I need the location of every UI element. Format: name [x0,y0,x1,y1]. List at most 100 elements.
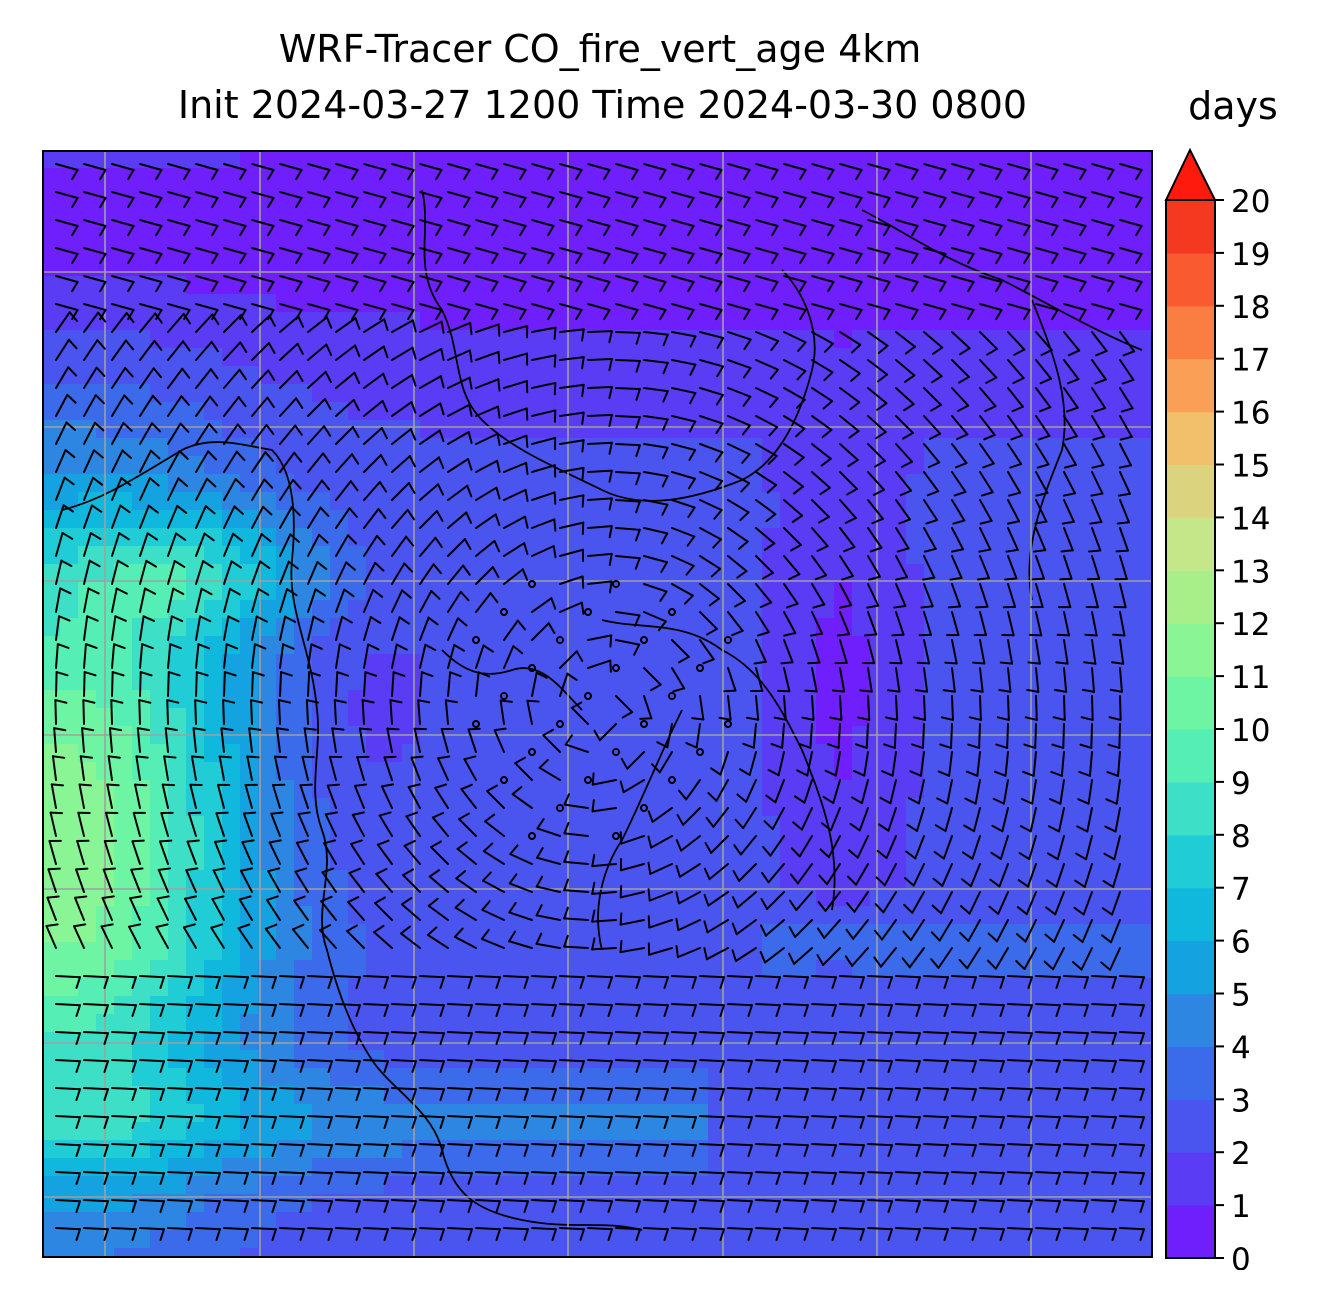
wind-barb [643,695,653,720]
wind-barb [1063,387,1079,409]
wind-barb-feather [405,811,419,818]
wind-barb [1083,863,1093,888]
wind-barb [419,1115,445,1119]
wind-barb-feather [859,689,873,693]
colorbar-band [1166,834,1215,889]
wind-barb [706,919,729,934]
colorbar-tick-label: 17 [1231,343,1270,379]
wind-barb-feather [411,1144,417,1158]
wind-barb-feather [523,1088,529,1102]
wind-barb-feather [203,532,215,542]
wind-barb-feather [635,1172,641,1186]
wind-barb-feather [177,477,189,487]
wind-barb-feather [1027,1228,1033,1242]
wind-barb [297,813,309,837]
wind-barb-feather [383,976,389,990]
wind-barb-feather [324,811,338,816]
wind-barb [855,863,869,886]
wind-barb-feather [380,783,395,788]
wind-barb [559,356,585,361]
wind-barb [251,1003,277,1007]
wind-barb-feather [659,197,667,209]
wind-barb-feather [1083,1172,1089,1186]
wind-barb-feather [491,197,499,209]
wind-barb [867,1199,893,1203]
wind-barb [1063,415,1078,438]
wind-barb [223,1171,249,1175]
wind-barb-feather [741,424,751,436]
wind-barb-feather [939,169,947,181]
wind-barb [447,349,471,361]
wind-barb-feather [238,895,252,901]
wind-barb-feather [1120,407,1134,413]
wind-barb-feather [299,1116,305,1130]
wind-barb [839,1171,865,1175]
wind-barb [923,975,949,979]
wind-barb-feather [467,976,473,990]
wind-barb [699,1199,725,1203]
wind-barb [727,1031,753,1035]
wind-barb-feather [535,846,544,859]
wind-barb [475,486,498,501]
wind-barb-feather [434,536,443,549]
wind-barb-feather [714,480,724,492]
wind-barb [307,1227,333,1231]
wind-barb-feather [435,169,443,181]
wind-barb [1063,359,1080,381]
wind-barb [279,478,295,501]
wind-barb-feather [647,810,654,823]
wind-barb-feather [495,1200,501,1214]
wind-barb-feather [1022,770,1035,777]
wind-barb-feather [182,923,196,929]
wind-barb-feather [454,898,465,909]
wind-barb [437,757,449,781]
wind-barb-feather [183,225,191,237]
wind-barb-feather [591,854,596,868]
wind-barb [1111,891,1121,916]
wind-barb-feather [972,661,986,665]
wind-barb-feather [1047,825,1061,833]
wind-barb [951,1031,977,1035]
wind-barb-feather [319,506,330,517]
wind-barb-feather [915,1032,921,1046]
wind-barb-feather [154,312,163,324]
wind-barb-feather [1106,771,1120,777]
wind-barb-feather [379,309,387,321]
wind-barb [941,863,953,887]
wind-barb [363,219,387,227]
wind-barb [55,1171,81,1175]
wind-barb-feather [1027,1144,1033,1158]
wind-barb-feather [211,225,219,237]
wind-barb-feather [497,350,501,365]
wind-barb-feather [939,225,947,237]
wind-barb [1091,527,1102,552]
wind-barb-feather [323,425,332,437]
wind-barb [800,807,813,831]
wind-barb [1119,1031,1145,1035]
wind-barb [559,303,583,311]
wind-barb-feather [351,811,365,816]
wind-barb-feather [675,891,680,905]
wind-barb [1028,835,1037,860]
wind-barb-feather [509,844,519,856]
wind-barb [1035,527,1047,552]
wind-barb-feather [1055,1144,1061,1158]
wind-barb-feather [818,515,830,524]
wind-barb [195,275,219,283]
wind-barb-feather [771,253,779,265]
wind-barb-feather [1083,1200,1089,1214]
wind-barb-feather [1017,879,1029,888]
wind-barb-feather [271,1228,277,1242]
wind-barb-feather [199,615,212,623]
wind-barb-feather [859,976,865,990]
wind-barb [307,316,328,333]
wind-barb [755,695,760,721]
wind-barb-feather [1055,1172,1061,1186]
wind-barb-feather [663,1116,669,1130]
wind-barb-feather [686,535,696,547]
wind-barb-feather [411,346,417,360]
wind-barb-feather [737,540,749,550]
wind-barb-feather [267,369,276,382]
wind-barb [979,527,992,551]
wind-barb [111,975,137,979]
